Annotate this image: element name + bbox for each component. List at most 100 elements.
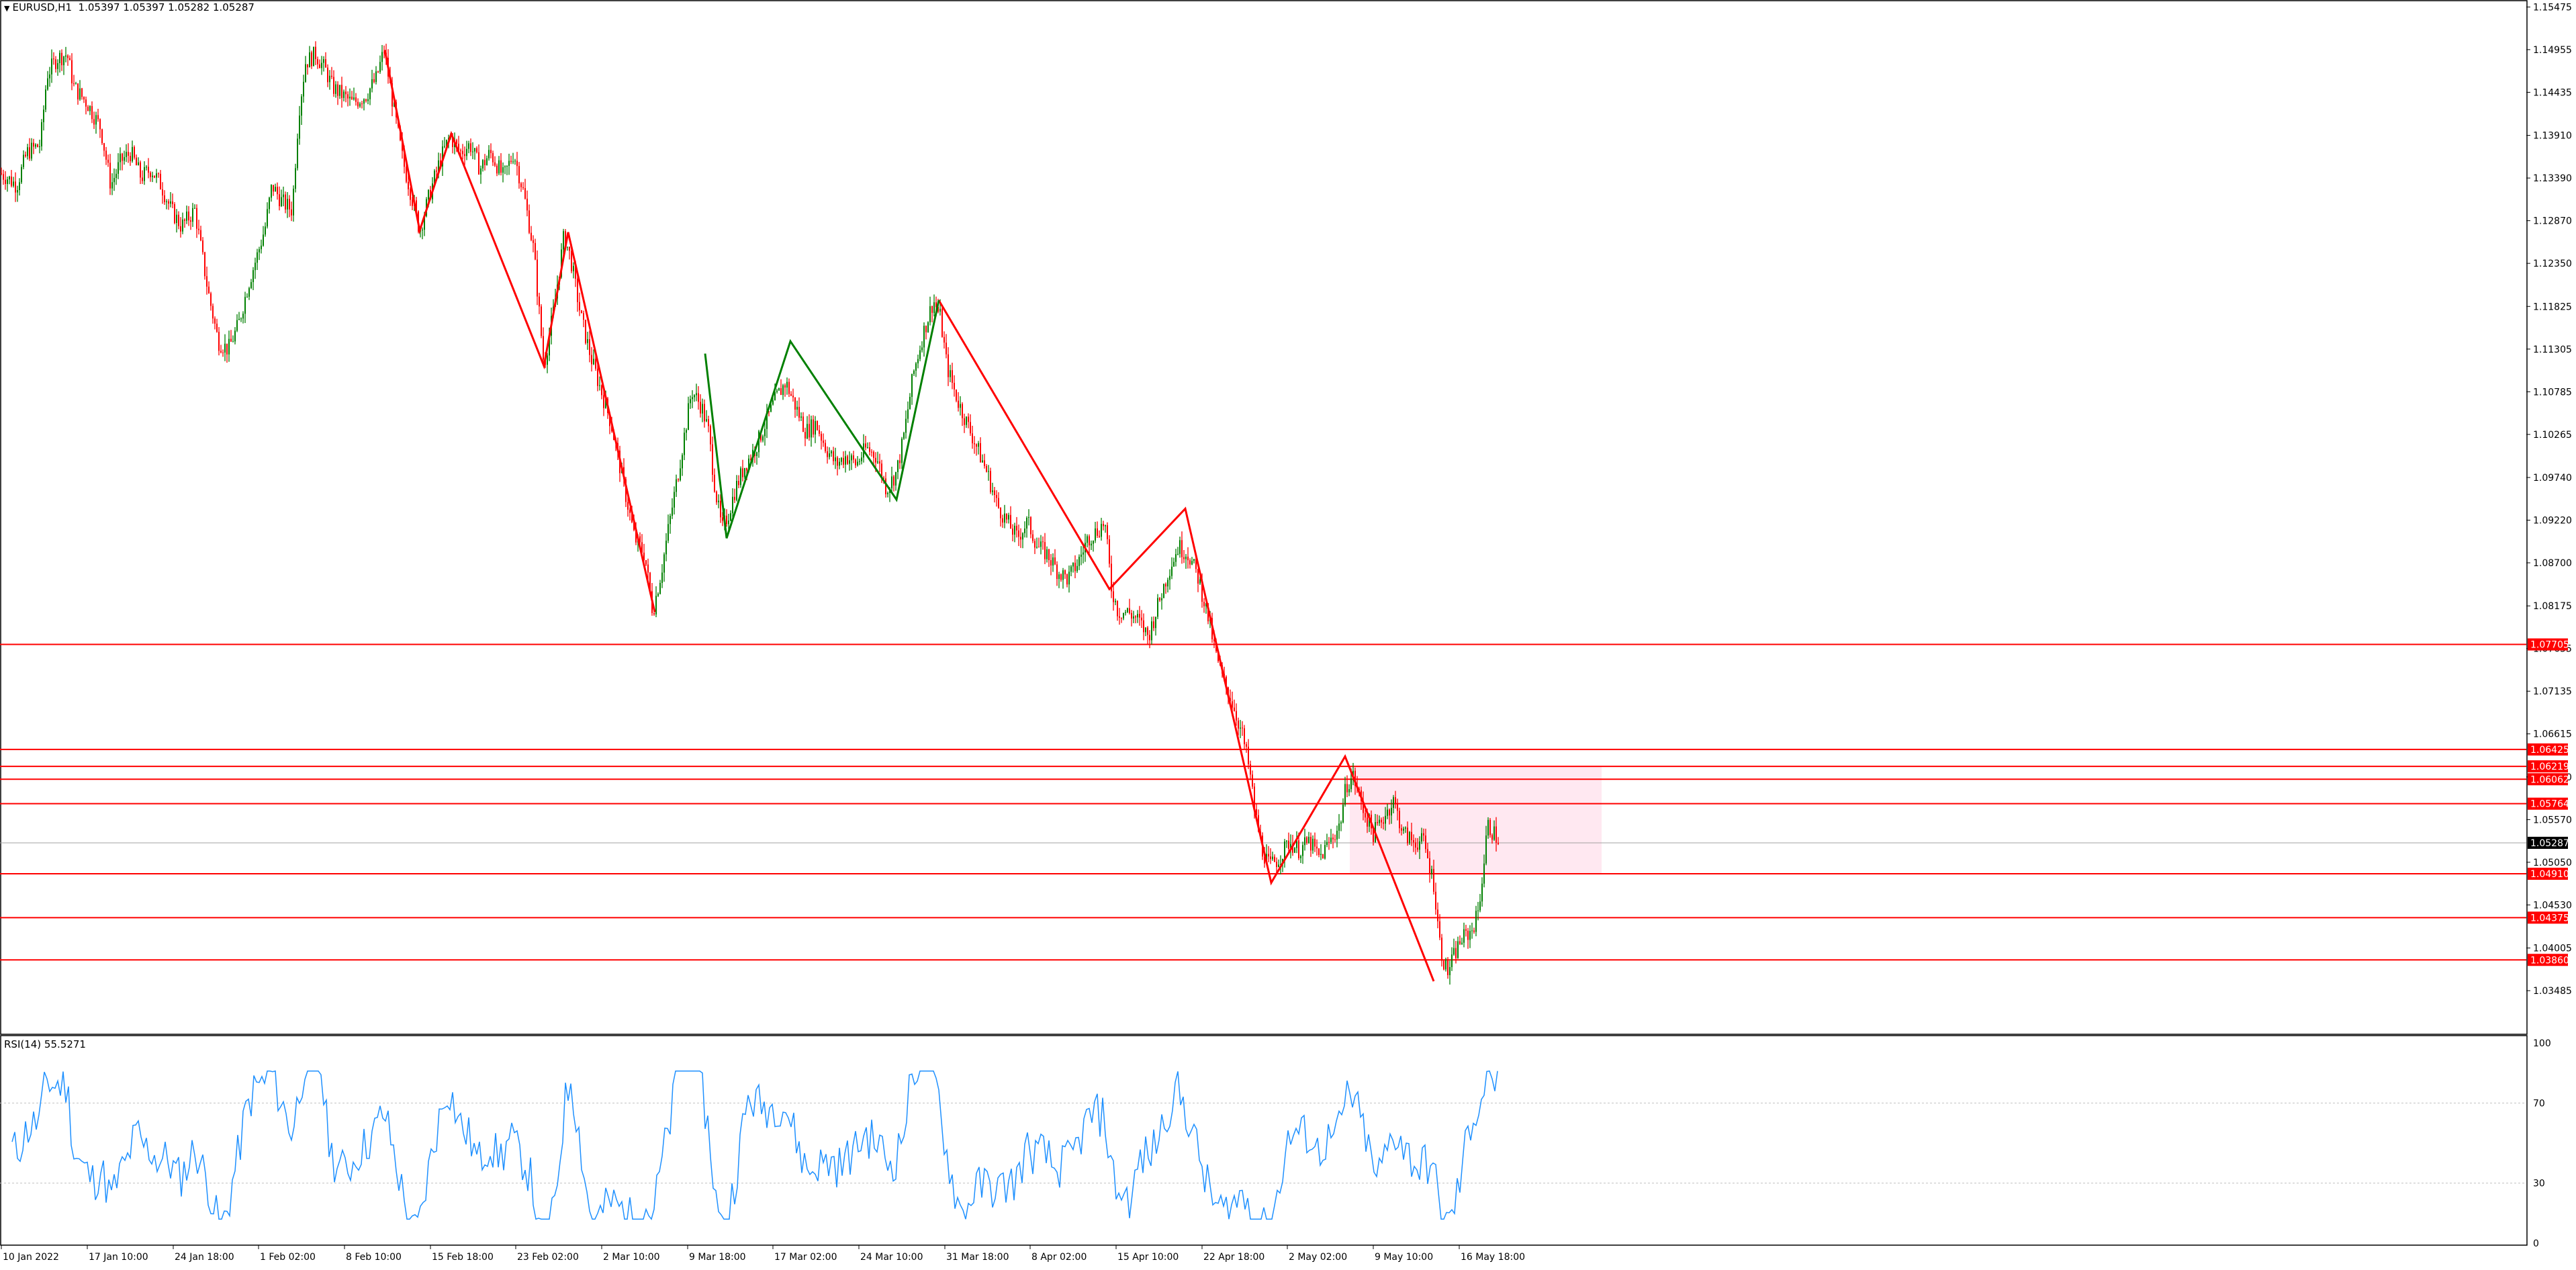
candle-body xyxy=(184,219,185,221)
candle-body xyxy=(1304,837,1305,846)
candle-body xyxy=(323,59,324,63)
candle-body xyxy=(424,216,425,230)
candle-body xyxy=(1236,711,1237,721)
candle-body xyxy=(1066,574,1068,585)
supply-zone xyxy=(1350,766,1602,874)
candle-body xyxy=(1326,842,1328,846)
zigzag-lines[interactable] xyxy=(383,50,1435,982)
candle-body xyxy=(162,189,163,195)
time-axis[interactable]: 10 Jan 2022 17 Jan 10:00 24 Jan 18:00 1 Feb… xyxy=(1,1245,1525,1263)
candle-body xyxy=(1117,600,1118,617)
candle-body xyxy=(633,522,635,531)
price-tick-label: 1.06615 xyxy=(2533,729,2572,740)
candle-body xyxy=(676,479,677,492)
candle-body xyxy=(1119,616,1120,618)
candle-body xyxy=(1111,563,1112,592)
candle-body xyxy=(75,83,77,85)
candle-body xyxy=(1463,929,1465,943)
candle-body xyxy=(629,509,631,513)
candle-body xyxy=(762,436,764,441)
candle-body xyxy=(1044,542,1046,559)
candle-body xyxy=(1076,565,1078,572)
candle-body xyxy=(1056,564,1058,580)
candle-body xyxy=(392,83,393,107)
candle-body xyxy=(835,457,836,461)
candle-body xyxy=(138,162,139,166)
candle-body xyxy=(45,89,46,110)
candle-body xyxy=(1496,826,1497,843)
candle-body xyxy=(333,77,334,94)
candle-body xyxy=(796,406,798,410)
candle-body xyxy=(19,182,20,191)
candle-body xyxy=(458,143,459,150)
zigzag-red-line[interactable] xyxy=(383,50,656,613)
candle-body xyxy=(982,460,983,463)
candle-body xyxy=(329,75,330,83)
candle-body xyxy=(881,463,882,478)
price-tick-label: 1.12870 xyxy=(2533,216,2572,227)
candle-body xyxy=(597,368,598,386)
candle-body xyxy=(1316,846,1318,849)
candle-body xyxy=(869,447,870,452)
candle-body xyxy=(41,122,42,146)
candle-body xyxy=(950,370,951,377)
candle-body xyxy=(170,201,171,204)
candle-body xyxy=(1187,556,1189,561)
candle-body xyxy=(809,424,810,438)
candle-body xyxy=(984,460,985,466)
candle-body xyxy=(1367,817,1368,827)
candle-body xyxy=(827,451,828,457)
candle-body xyxy=(778,388,780,391)
candle-body xyxy=(1252,774,1253,787)
candle-body xyxy=(130,155,131,162)
chart-title: ▼ EURUSD,H1 1.05397 1.05397 1.05282 1.052… xyxy=(4,1,255,13)
candle-body xyxy=(168,201,169,204)
candle-body xyxy=(1256,809,1257,815)
candle-body xyxy=(512,161,514,163)
rsi-level-label: 70 xyxy=(2533,1098,2545,1109)
candle-body xyxy=(331,75,332,77)
candle-body xyxy=(57,62,58,69)
price-tick-label: 1.04530 xyxy=(2533,900,2572,911)
candle-body xyxy=(815,420,816,435)
candle-body xyxy=(996,494,997,498)
candle-body xyxy=(736,480,737,500)
time-tick-label: 2 Mar 10:00 xyxy=(603,1252,660,1263)
candle-body xyxy=(1298,840,1299,858)
triangle-down-icon[interactable]: ▼ xyxy=(4,4,10,13)
candle-body xyxy=(919,350,921,359)
candle-body xyxy=(1399,811,1400,829)
candle-body xyxy=(438,160,439,172)
time-tick-label: 9 Mar 18:00 xyxy=(689,1252,746,1263)
candle-body xyxy=(974,443,975,445)
candle-body xyxy=(452,136,453,147)
candle-body xyxy=(1242,727,1243,729)
candle-body xyxy=(672,507,673,516)
horizontal-levels[interactable] xyxy=(0,643,2526,961)
candle-body xyxy=(496,165,498,174)
candle-body xyxy=(259,249,260,253)
candle-body xyxy=(1002,518,1003,523)
candle-body xyxy=(236,320,238,331)
zigzag-red-line[interactable] xyxy=(937,300,1435,982)
candle-body xyxy=(1437,909,1438,921)
candle-body xyxy=(718,500,719,502)
price-axis[interactable]: 1.15475 1.14955 1.14435 1.13910 1.13390 1.128… xyxy=(2526,2,2572,997)
candle-body xyxy=(843,457,844,465)
candle-body xyxy=(1467,930,1469,940)
price-tick-label: 1.14435 xyxy=(2533,87,2572,98)
candle-body xyxy=(1322,854,1324,859)
candle-body xyxy=(585,320,586,343)
candle-body xyxy=(492,152,494,163)
candle-body xyxy=(742,468,743,478)
candle-body xyxy=(859,461,860,462)
candle-body xyxy=(817,420,818,430)
candle-body xyxy=(369,88,371,99)
zigzag-green-line[interactable] xyxy=(704,300,940,539)
candle-body xyxy=(1240,727,1241,729)
candle-body xyxy=(788,381,790,394)
candle-body xyxy=(242,314,244,319)
candle-body xyxy=(1294,848,1295,853)
